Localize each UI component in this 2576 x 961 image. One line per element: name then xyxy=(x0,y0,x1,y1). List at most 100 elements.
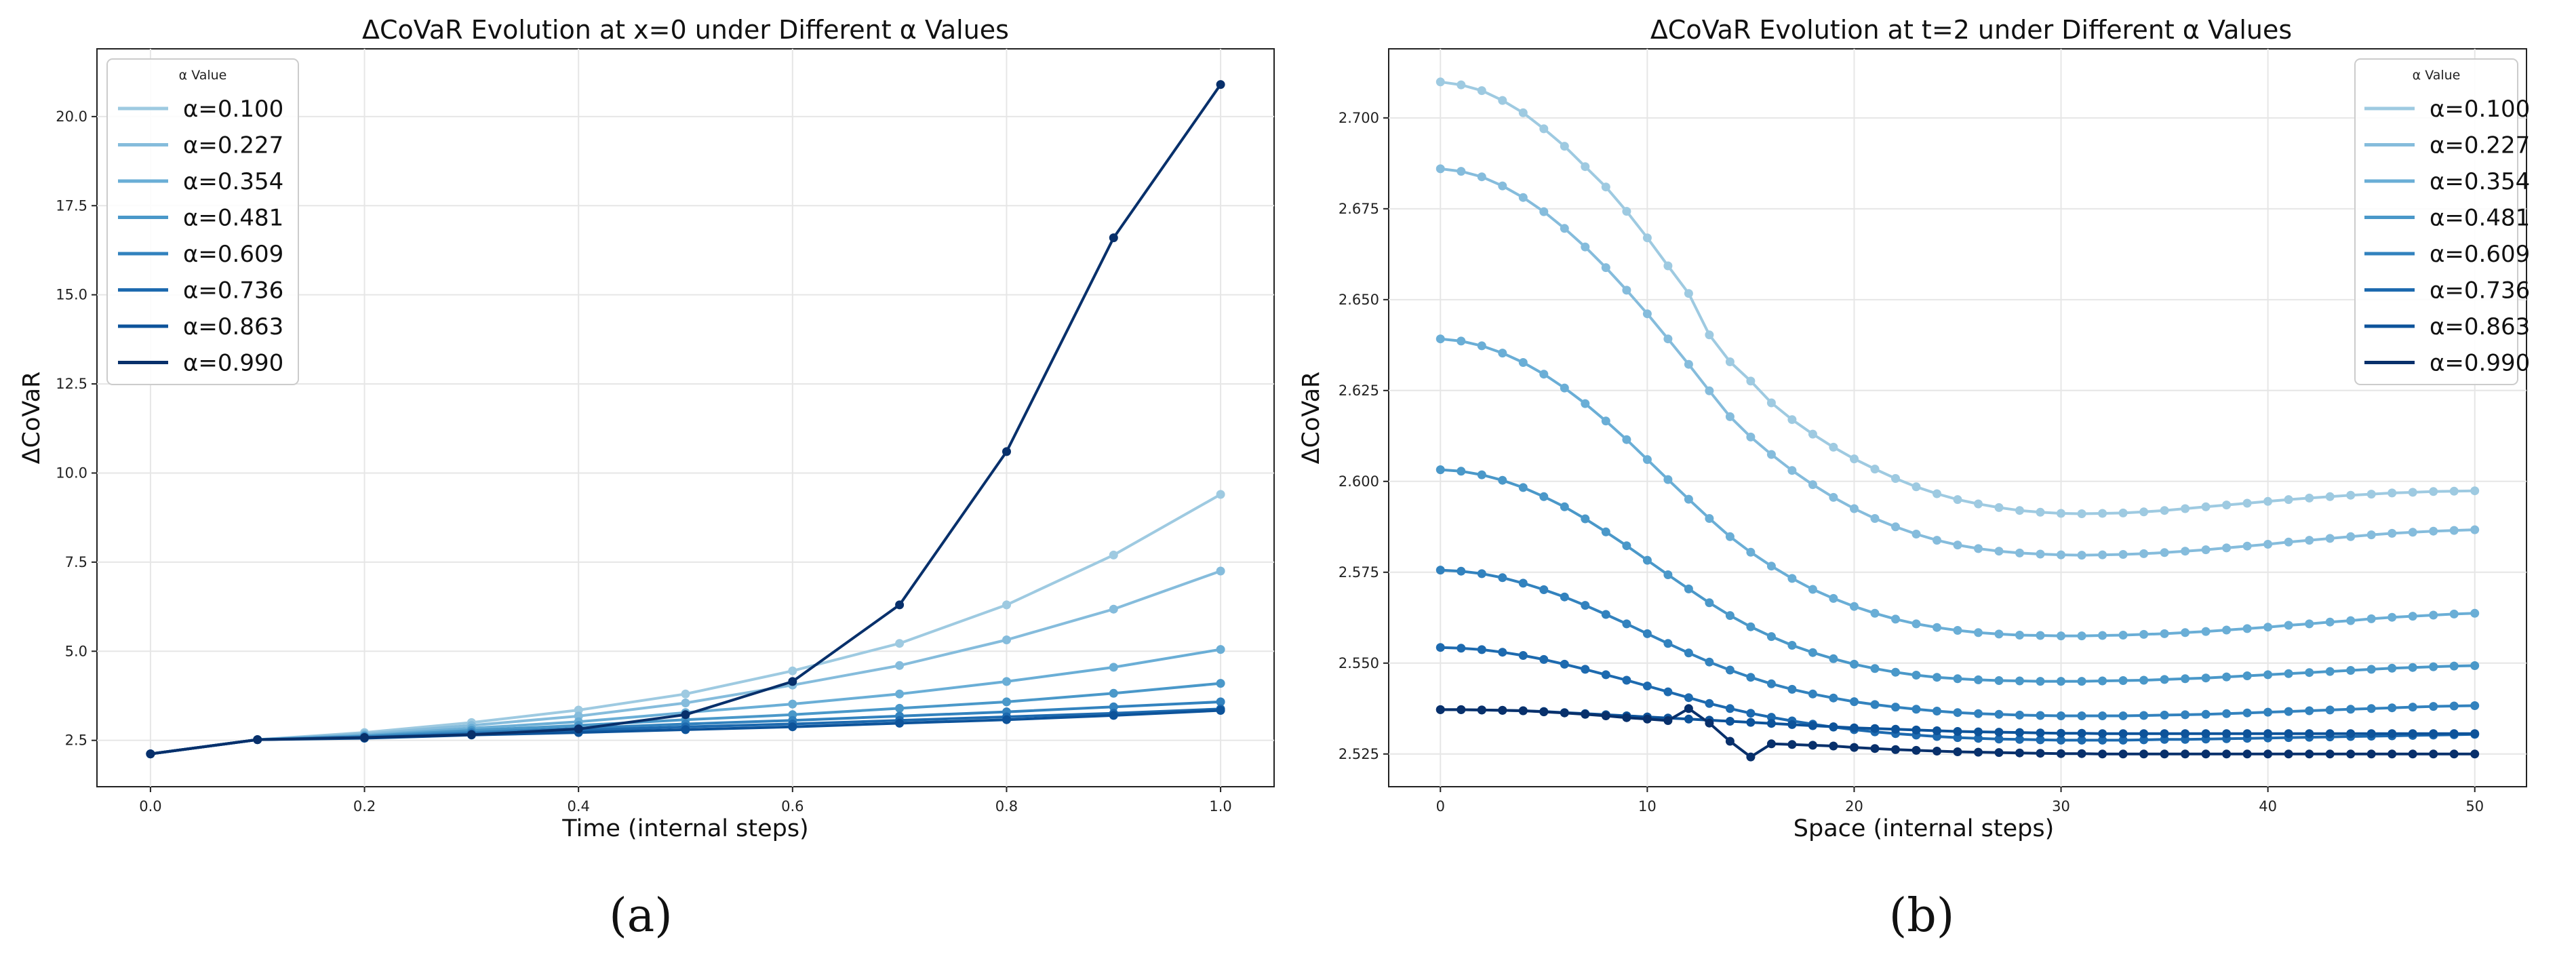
data-point xyxy=(2470,729,2480,739)
data-point xyxy=(1787,641,1797,650)
y-tick-label: 2.600 xyxy=(1339,473,1379,490)
data-point xyxy=(2284,749,2293,759)
data-point xyxy=(1725,704,1735,713)
data-point xyxy=(1477,341,1486,351)
data-point xyxy=(1787,740,1797,749)
data-point xyxy=(1850,602,1859,611)
data-point xyxy=(2263,496,2273,506)
data-point xyxy=(1498,573,1507,583)
data-point xyxy=(1642,629,1652,638)
data-point xyxy=(1601,711,1610,720)
data-point xyxy=(1705,718,1714,728)
legend-label: α=0.736 xyxy=(183,277,283,305)
data-point xyxy=(2408,749,2417,759)
panel-a-y-axis-label: ΔCoVaR xyxy=(18,372,45,465)
data-point xyxy=(788,699,797,709)
y-tick-label: 20.0 xyxy=(56,109,87,125)
data-point xyxy=(1539,707,1549,717)
data-point xyxy=(1684,693,1693,703)
data-point xyxy=(2201,627,2211,636)
data-point xyxy=(1601,416,1610,426)
data-point xyxy=(895,703,905,713)
data-point xyxy=(1539,654,1549,664)
data-point xyxy=(2015,734,2024,744)
data-point xyxy=(681,710,690,720)
data-point xyxy=(1953,674,1962,684)
data-point xyxy=(1891,745,1900,754)
data-point xyxy=(1539,124,1549,134)
data-point xyxy=(1002,635,1011,644)
data-point xyxy=(1911,619,1921,629)
data-point xyxy=(1560,659,1569,669)
data-point xyxy=(2429,487,2438,496)
data-point xyxy=(1663,261,1673,271)
data-point xyxy=(1994,728,2004,737)
data-point xyxy=(2325,534,2335,543)
data-point xyxy=(1518,706,1528,715)
data-point xyxy=(1850,743,1859,752)
data-point xyxy=(2346,666,2356,675)
data-point xyxy=(2222,672,2232,682)
data-point xyxy=(1216,679,1225,688)
data-point xyxy=(1994,734,2004,744)
data-point xyxy=(1933,536,1941,545)
data-point xyxy=(1002,697,1011,707)
data-point xyxy=(1933,747,1941,756)
y-tick-label: 2.525 xyxy=(1339,746,1379,762)
data-point xyxy=(2118,749,2128,759)
data-point xyxy=(1705,598,1714,608)
data-point xyxy=(1746,673,1756,682)
data-point xyxy=(1560,708,1569,718)
data-point xyxy=(1808,429,1817,439)
legend-label: α=0.227 xyxy=(2430,132,2530,159)
legend-label: α=0.481 xyxy=(2430,205,2530,232)
data-point xyxy=(1766,450,1776,459)
legend-label: α=0.227 xyxy=(183,132,283,159)
data-point xyxy=(1870,744,1880,753)
data-point xyxy=(1911,671,1921,680)
data-point xyxy=(2284,669,2293,678)
data-point xyxy=(2222,501,2232,510)
data-point xyxy=(2118,729,2128,739)
data-point xyxy=(2449,486,2459,496)
data-point xyxy=(253,735,262,745)
data-point xyxy=(2160,629,2169,638)
data-point xyxy=(1622,286,1631,295)
data-point xyxy=(2160,710,2169,720)
panel-a-legend-items: α=0.100 α=0.227 α=0.354 α=0.481 α=0.609 α=0.7… xyxy=(118,96,283,377)
data-point xyxy=(2139,749,2149,759)
data-point xyxy=(2098,550,2107,560)
x-tick-label: 40 xyxy=(2259,798,2277,815)
data-point xyxy=(1581,601,1590,610)
data-point xyxy=(2408,729,2417,739)
data-point xyxy=(1002,715,1011,724)
data-point xyxy=(1216,697,1225,707)
data-point xyxy=(1435,705,1445,714)
data-point xyxy=(1498,181,1507,191)
data-point xyxy=(1435,77,1445,87)
data-point xyxy=(2325,705,2335,715)
data-point xyxy=(1560,502,1569,511)
legend-label: α=0.100 xyxy=(183,96,283,123)
data-point xyxy=(1829,593,1838,603)
data-point xyxy=(2057,728,2065,738)
data-point xyxy=(2036,631,2045,640)
panel-b-label: (b) xyxy=(1889,889,1955,943)
data-point xyxy=(2449,609,2459,619)
data-point xyxy=(1581,709,1590,719)
panel-a-y-ticks: 2.5 5.0 7.5 10.0 12.5 15.0 17.5 20.0 xyxy=(56,109,97,749)
data-point xyxy=(1457,167,1466,176)
data-point xyxy=(1663,475,1673,484)
panel-b-legend-box xyxy=(2354,58,2518,385)
data-point xyxy=(1746,376,1756,386)
data-point xyxy=(1684,359,1693,369)
data-point xyxy=(467,730,476,739)
data-point xyxy=(1601,670,1610,680)
data-point xyxy=(1808,721,1817,730)
data-point xyxy=(1953,733,1962,743)
data-point xyxy=(2263,749,2273,759)
data-point xyxy=(1581,399,1590,408)
data-point xyxy=(1477,645,1486,654)
data-point xyxy=(2346,616,2356,625)
y-tick-label: 5.0 xyxy=(65,643,87,659)
